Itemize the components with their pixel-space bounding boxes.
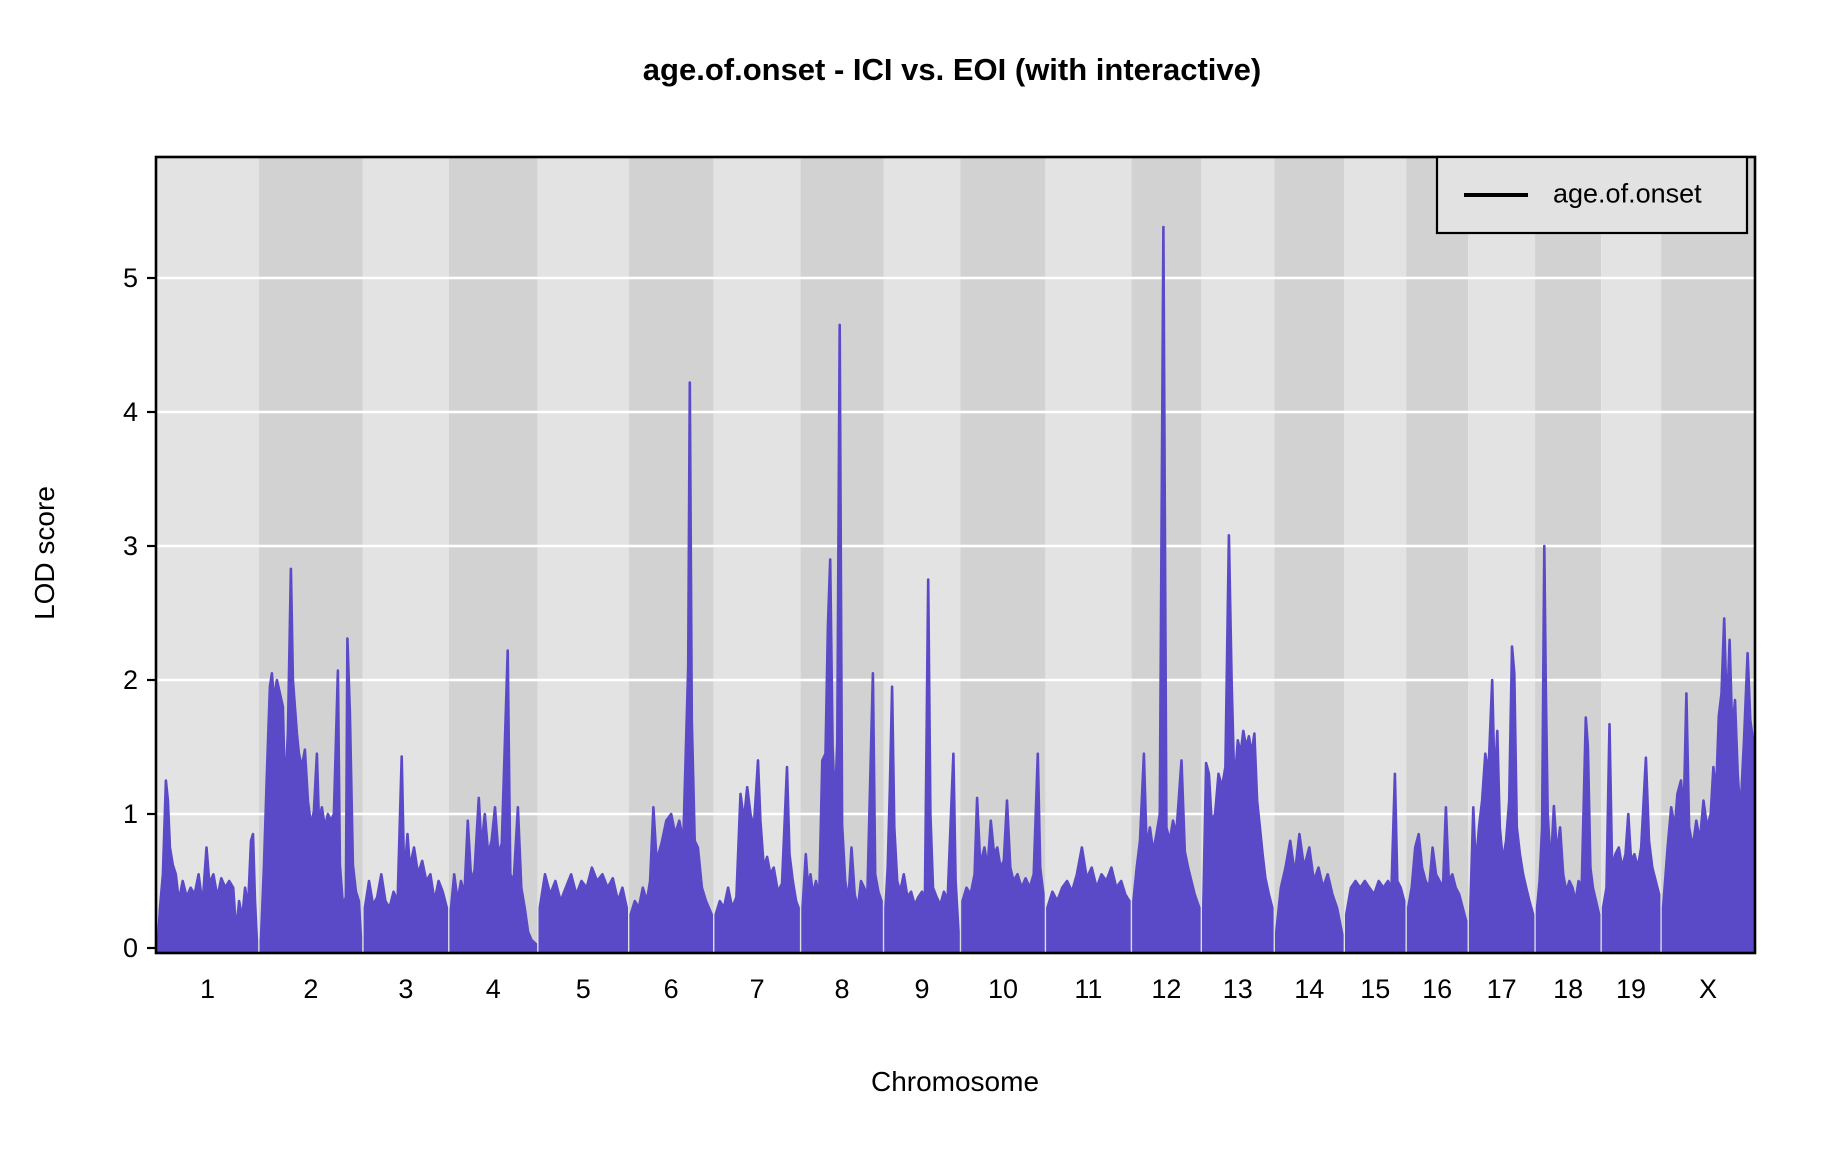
- x-tick-label-chr-2: 2: [303, 974, 319, 1004]
- x-tick-label-chr-14: 14: [1294, 974, 1325, 1004]
- y-tick-label-5: 5: [122, 263, 138, 293]
- lod-curve-chr-X: [1661, 617, 1755, 953]
- lod-curve-chr-5: [538, 866, 628, 953]
- lod-curve-chr-8: [801, 323, 883, 953]
- chart-title: age.of.onset - ICI vs. EOI (with interac…: [642, 52, 1262, 87]
- chrom-band-16: [1406, 157, 1469, 953]
- y-tick-label-3: 3: [122, 531, 138, 561]
- lod-curve-chr-1: [156, 779, 259, 953]
- chrom-band-9: [883, 157, 961, 953]
- x-tick-label-chr-4: 4: [485, 974, 501, 1004]
- chrom-band-3: [362, 157, 449, 953]
- x-tick-label-chr-16: 16: [1422, 974, 1453, 1004]
- y-axis-title: LOD score: [29, 486, 60, 620]
- lod-curve-chr-7: [714, 759, 800, 953]
- x-tick-label-chr-13: 13: [1222, 974, 1253, 1004]
- x-tick-label-chr-8: 8: [834, 974, 850, 1004]
- x-tick-label-chr-11: 11: [1074, 974, 1103, 1004]
- lod-curve-chr-4: [449, 649, 538, 953]
- lod-curve-chr-16: [1406, 806, 1468, 953]
- lod-curve-chr-19: [1601, 722, 1661, 953]
- lod-curve-chr-6: [629, 381, 713, 953]
- lod-curve-chr-17: [1468, 645, 1535, 953]
- y-tick-label-4: 4: [122, 397, 138, 427]
- lod-curve-chr-3: [363, 755, 449, 953]
- x-tick-label-chr-12: 12: [1151, 974, 1182, 1004]
- chrom-band-11: [1045, 157, 1132, 953]
- x-tick-label-chr-7: 7: [749, 974, 765, 1004]
- x-tick-label-chr-18: 18: [1553, 974, 1584, 1004]
- lod-curve-chr-2: [259, 567, 363, 953]
- x-tick-label-chr-9: 9: [914, 974, 930, 1004]
- x-tick-label-chr-5: 5: [575, 974, 591, 1004]
- x-tick-label-chr-10: 10: [987, 974, 1018, 1004]
- lod-curve-chr-9: [884, 578, 960, 953]
- lod-curve-chr-14: [1275, 832, 1344, 953]
- legend-series-label: age.of.onset: [1553, 178, 1702, 209]
- chrom-band-1: [156, 157, 259, 953]
- y-tick-label-0: 0: [122, 933, 138, 963]
- chrom-band-14: [1274, 157, 1345, 953]
- x-tick-label-chr-19: 19: [1616, 974, 1647, 1004]
- lod-curve-chr-12: [1132, 225, 1201, 953]
- chrom-band-5: [537, 157, 629, 953]
- x-tick-label-chr-3: 3: [398, 974, 414, 1004]
- lod-curve-chr-18: [1535, 544, 1601, 953]
- chrom-band-10: [960, 157, 1046, 953]
- y-tick-label-1: 1: [122, 799, 138, 829]
- y-tick-label-2: 2: [122, 665, 138, 695]
- lod-curve-chr-13: [1202, 534, 1274, 953]
- lod-curve-chr-15: [1345, 772, 1406, 953]
- x-axis-title: Chromosome: [870, 1066, 1040, 1097]
- x-tick-label-chr-6: 6: [663, 974, 679, 1004]
- x-tick-label-chr-1: 1: [199, 974, 215, 1004]
- x-tick-label-chr-15: 15: [1360, 974, 1391, 1004]
- x-tick-label-chr-X: X: [1699, 974, 1718, 1004]
- x-tick-label-chr-17: 17: [1486, 974, 1517, 1004]
- lod-curve-chr-11: [1046, 846, 1131, 953]
- lod-curve-chr-10: [961, 752, 1045, 953]
- plot-frame: [154, 155, 1757, 955]
